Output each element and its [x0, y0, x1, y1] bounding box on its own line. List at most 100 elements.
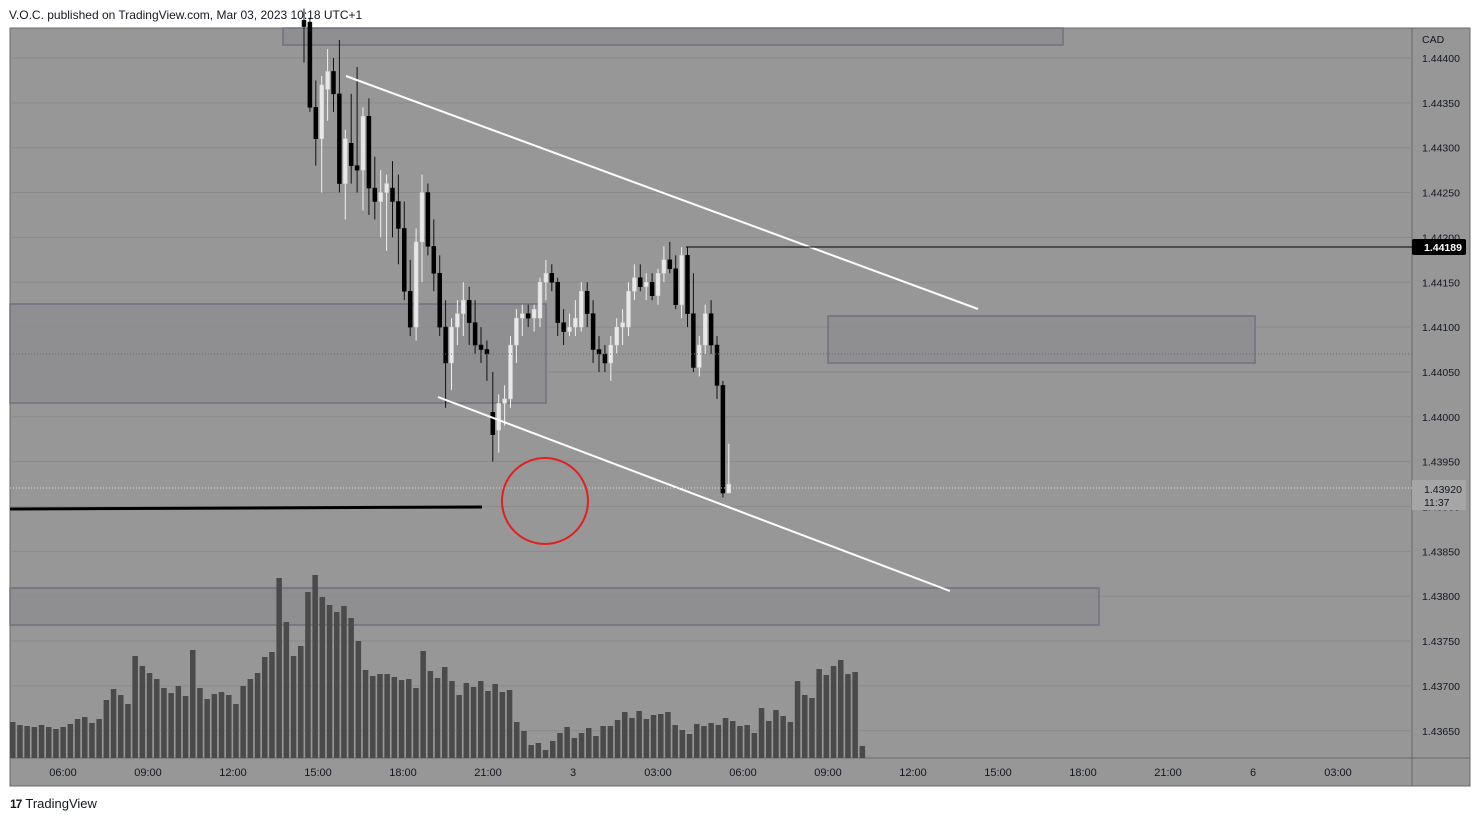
volume-bar: [434, 678, 441, 758]
volume-bar: [168, 693, 174, 758]
candle: [484, 340, 490, 381]
time-axis-background[interactable]: [10, 758, 1470, 786]
candle-body: [472, 322, 478, 346]
publication-header: V.O.C. published on TradingView.com, Mar…: [9, 8, 363, 22]
tradingview-logo-icon: 17: [10, 796, 22, 811]
time-tick-label: 12:00: [219, 767, 247, 779]
volume-bar: [715, 725, 722, 758]
candle: [514, 309, 519, 363]
candle-body: [708, 313, 714, 346]
candle-body: [490, 412, 496, 435]
volume-bar: [60, 727, 66, 758]
volume-bar: [449, 681, 455, 758]
volume-bar: [398, 680, 405, 758]
candle-body: [549, 273, 555, 283]
volume-bar: [334, 612, 340, 758]
candle: [331, 58, 336, 112]
zone-box: [282, 27, 1064, 46]
candle: [413, 228, 419, 341]
volume-bar: [758, 708, 765, 758]
price-tick-label: 1.43800: [1422, 591, 1460, 603]
candle: [366, 98, 372, 215]
candle-body: [496, 403, 501, 431]
volume-bar: [722, 718, 729, 758]
candle: [702, 304, 708, 355]
candle-body: [590, 313, 596, 350]
candle: [561, 309, 566, 346]
volume-bar: [326, 605, 333, 758]
volume-bar: [708, 723, 714, 758]
drawings-layer: [9, 75, 1412, 592]
price-tick-label: 1.44300: [1422, 143, 1460, 155]
zone-box: [9, 587, 1100, 626]
volume-bar: [614, 720, 621, 758]
candle: [437, 255, 442, 337]
volume-bar: [290, 656, 297, 758]
volume-bar: [794, 681, 801, 758]
candle: [508, 336, 513, 408]
candle: [584, 282, 590, 328]
candle-body: [726, 483, 732, 494]
candle: [579, 282, 584, 332]
volume-bar: [542, 750, 549, 758]
volume-bar: [629, 718, 635, 758]
volume-bar: [636, 711, 642, 758]
candle: [472, 300, 478, 355]
candle: [360, 107, 366, 211]
candle-body: [402, 228, 407, 292]
candle-body: [649, 282, 655, 296]
time-tick-label: 12:00: [899, 767, 927, 779]
price-tick-label: 1.44350: [1422, 98, 1460, 110]
candle-body: [313, 107, 319, 139]
volume-bar: [622, 712, 628, 758]
volume-bar: [823, 675, 830, 758]
candle-body: [573, 317, 578, 328]
upper-trendline: [345, 75, 979, 310]
candle: [354, 66, 360, 193]
candle: [419, 174, 425, 283]
candle: [520, 304, 525, 337]
volume-bar: [31, 727, 38, 758]
candle: [502, 385, 507, 426]
candle: [402, 201, 407, 301]
candle: [567, 313, 572, 337]
volume-bar: [67, 724, 74, 758]
volume-bar: [845, 674, 851, 758]
volume-bar: [593, 736, 599, 758]
candle: [549, 264, 555, 292]
volume-bar: [686, 734, 693, 758]
candle-body: [384, 183, 389, 193]
volume-bar: [744, 725, 750, 758]
candle-body: [697, 344, 702, 368]
candle-body: [614, 326, 619, 346]
candle: [590, 300, 596, 363]
candle: [307, 17, 313, 112]
volume-bar: [528, 745, 534, 758]
volume-bar: [276, 578, 282, 758]
candle-body: [655, 273, 661, 296]
price-axis-background[interactable]: [1412, 28, 1470, 758]
volume-bar: [161, 688, 167, 758]
candle-body: [319, 84, 324, 139]
volume-bar: [478, 681, 484, 758]
volume-bar: [679, 730, 686, 758]
candle: [496, 394, 501, 453]
time-tick-label: 18:00: [389, 767, 417, 779]
time-tick-label: 09:00: [134, 767, 162, 779]
time-tick-label: 03:00: [1324, 767, 1352, 779]
marked-level-label-bg: [1412, 239, 1466, 255]
volume-bar: [348, 618, 354, 758]
volume-bar: [571, 738, 578, 758]
candle-body: [301, 20, 307, 27]
candle-body: [543, 273, 549, 283]
candle-body: [437, 273, 442, 328]
candle-body: [531, 308, 537, 319]
volume-bar: [607, 726, 614, 758]
candle-body: [679, 255, 684, 305]
volume-bar: [103, 700, 110, 758]
candle-body: [354, 165, 360, 171]
price-tick-label: 1.44050: [1422, 367, 1460, 379]
tradingview-footer[interactable]: 17 TradingView: [10, 796, 97, 811]
candle-body: [360, 116, 366, 171]
